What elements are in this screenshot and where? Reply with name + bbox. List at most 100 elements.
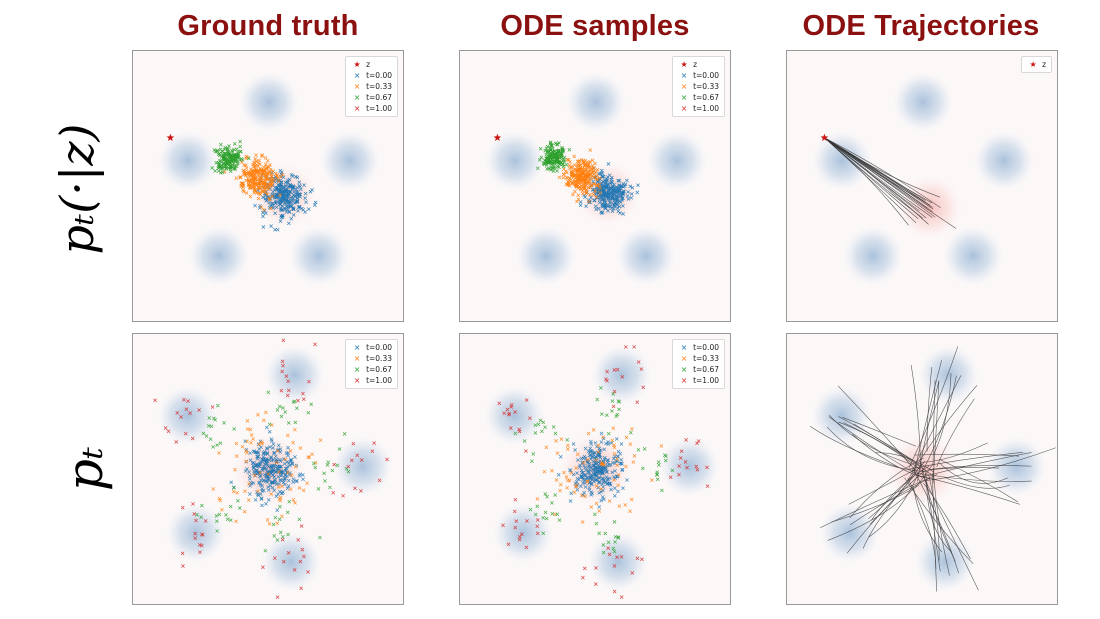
target-mode [588,531,649,592]
target-mode [591,344,652,405]
cross-icon: × [353,354,361,363]
legend-label-t0: t=0.00 [366,71,392,80]
cross-icon: × [680,343,688,352]
star-icon: ★ [1029,60,1037,69]
series-t=0.33 [222,153,285,212]
legend-label-t0: t=0.00 [693,343,719,352]
source-density [897,175,962,240]
panel-ode-trajectories-conditional: ★ z [786,50,1058,322]
legend: ★ z [1021,56,1052,73]
target-mode [659,436,720,497]
legend: × t=0.00 × t=0.33 × t=0.67 × t=1.00 [672,339,725,389]
plot-ode-samples-conditional [485,72,707,286]
background-mode [288,225,349,286]
column-title-ground-truth: Ground truth [177,10,359,42]
legend-label-t0: t=0.00 [693,71,719,80]
plot-ode-trajectories-marginal [809,344,1056,592]
background-mode [319,130,380,191]
plot-ground-truth-marginal [153,338,393,600]
cross-icon: × [680,82,688,91]
background-mode [812,130,873,191]
legend-label-z: z [366,60,370,69]
cross-icon: × [353,376,361,385]
legend-label-t2: t=0.67 [366,365,392,374]
legend: ★ z × t=0.00 × t=0.33 × t=0.67 × t=1.00 [345,56,398,117]
cross-icon: × [353,82,361,91]
cross-icon: × [680,376,688,385]
cross-icon: × [353,93,361,102]
background-mode [973,130,1034,191]
star-icon: ★ [680,60,688,69]
target-mode [261,531,322,592]
legend-label-z: z [693,60,697,69]
cross-icon: × [680,71,688,80]
z-marker [166,133,175,141]
cross-icon: × [680,354,688,363]
series-t=0.00 [556,431,629,509]
target-mode [157,385,218,446]
series-t=0.67 [535,140,572,173]
z-marker [820,133,829,141]
target-mode [332,436,393,497]
column-title-ode-trajectories: ODE Trajectories [802,10,1040,42]
background-mode [158,130,219,191]
series-t=0.33 [556,148,602,204]
background-mode [615,225,676,286]
legend-label-z: z [1042,60,1046,69]
target-mode [819,502,880,563]
series-t=1.00 [153,338,389,600]
background-mode [189,225,250,286]
target-mode [811,385,872,446]
z-marker [493,133,502,141]
legend-label-t3: t=1.00 [693,376,719,385]
series-t=1.00 [497,344,710,599]
target-mode [915,531,976,592]
cross-icon: × [353,71,361,80]
background-mode [516,225,577,286]
legend-label-t3: t=1.00 [366,104,392,113]
background-mode [485,130,546,191]
plot-ode-trajectories-conditional [812,72,1034,286]
legend-label-t1: t=0.33 [366,354,392,363]
column-title-ode-samples: ODE samples [500,10,690,42]
legend-label-t1: t=0.33 [366,82,392,91]
plot-ode-samples-marginal [484,344,720,599]
cross-icon: × [680,365,688,374]
background-mode [843,225,904,286]
panel-ode-samples-conditional: ★ z × t=0.00 × t=0.33 × t=0.67 × t=1.00 [459,50,731,322]
legend-label-t2: t=0.67 [693,365,719,374]
row-label-conditional: pₜ(·|z) [50,123,104,255]
plot-ground-truth-conditional [158,72,380,286]
background-mode [239,72,299,132]
series-t=0.67 [195,390,351,553]
panel-ode-trajectories-marginal [786,333,1058,605]
legend: ★ z × t=0.00 × t=0.33 × t=0.67 × t=1.00 [672,56,725,117]
background-mode [566,72,626,132]
target-mode [918,344,979,405]
legend-label-t2: t=0.67 [366,93,392,102]
legend-label-t2: t=0.67 [693,93,719,102]
series-t=0.67 [513,386,675,555]
series-t=0.67 [210,139,251,175]
target-mode [264,344,325,405]
panel-ode-samples-marginal: × t=0.00 × t=0.33 × t=0.67 × t=1.00 [459,333,731,605]
cross-icon: × [353,104,361,113]
legend-label-t1: t=0.33 [693,354,719,363]
cross-icon: × [353,365,361,374]
background-mode [646,130,707,191]
legend-label-t0: t=0.00 [366,343,392,352]
cross-icon: × [353,343,361,352]
cross-icon: × [680,93,688,102]
legend-label-t3: t=1.00 [693,104,719,113]
star-icon: ★ [353,60,361,69]
series-t=0.33 [211,410,323,526]
source-density [233,434,305,506]
background-mode [893,72,953,132]
target-mode [484,385,545,446]
row-label-marginal: pₜ [56,446,114,492]
panel-ground-truth-conditional: ★ z × t=0.00 × t=0.33 × t=0.67 × t=1.00 [132,50,404,322]
panel-ground-truth-marginal: × t=0.00 × t=0.33 × t=0.67 × t=1.00 [132,333,404,605]
legend-label-t1: t=0.33 [693,82,719,91]
trajectories [809,346,1056,592]
trajectories [824,137,957,229]
